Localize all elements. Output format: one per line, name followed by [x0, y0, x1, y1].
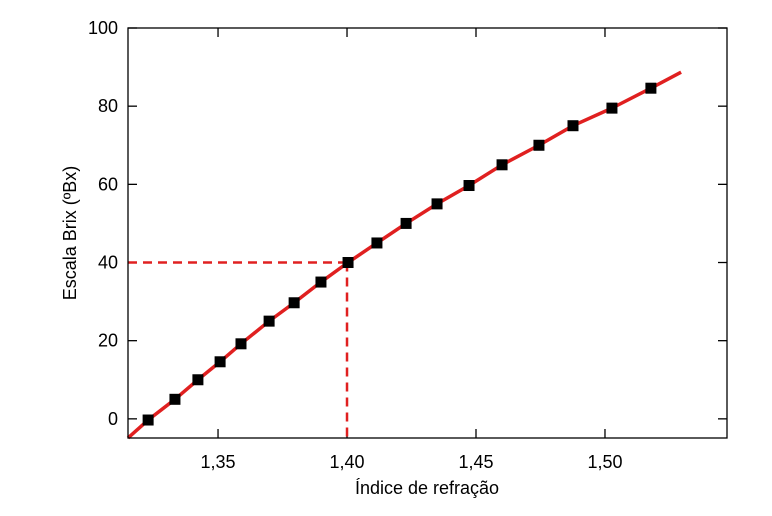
fit-line [126, 70, 682, 440]
x-tick-label: 1,45 [458, 452, 493, 472]
data-point [235, 338, 247, 350]
data-point [142, 414, 154, 426]
data-point [192, 374, 204, 386]
y-tick-label: 80 [98, 96, 118, 116]
y-axis-label: Escala Brix (ºBx) [60, 166, 80, 301]
data-point [645, 82, 657, 94]
x-tick-label: 1,40 [329, 452, 364, 472]
x-tick-label: 1,50 [587, 452, 622, 472]
data-point [315, 276, 327, 288]
x-tick-label: 1,35 [201, 452, 236, 472]
data-point [400, 217, 412, 229]
y-tick-label: 60 [98, 174, 118, 194]
data-point [263, 315, 275, 327]
data-point [342, 257, 354, 269]
data-point [371, 237, 383, 249]
x-axis-label: Índice de refração [355, 478, 499, 498]
y-tick-label: 20 [98, 331, 118, 351]
y-tick-label: 40 [98, 253, 118, 273]
data-point [214, 356, 226, 368]
plot-frame [127, 27, 728, 439]
data-point [496, 159, 508, 171]
data-point [533, 139, 545, 151]
data-point [463, 180, 475, 192]
y-tick-label: 0 [108, 409, 118, 429]
data-point [288, 297, 300, 309]
y-tick-label: 100 [88, 18, 118, 38]
data-point [567, 120, 579, 132]
data-point [606, 102, 618, 114]
data-point [169, 393, 181, 405]
data-point [431, 198, 443, 210]
